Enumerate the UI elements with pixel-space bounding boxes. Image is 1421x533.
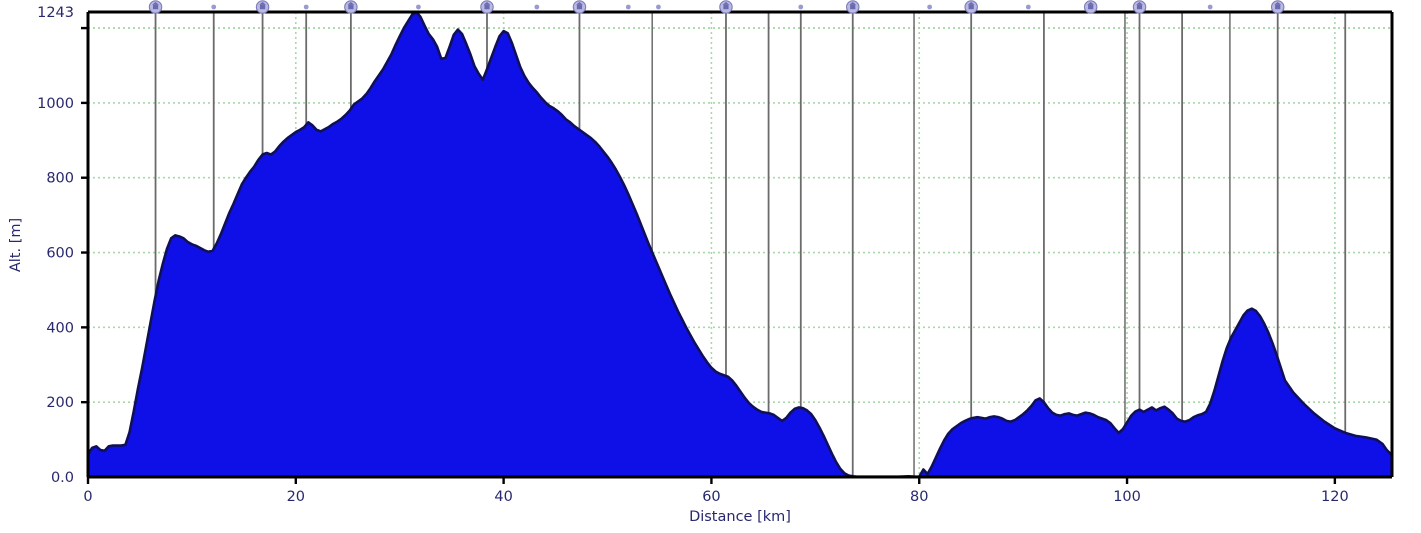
y-tick-label: 1000 <box>37 96 74 112</box>
waypoint-hexagon-icon[interactable] <box>480 0 494 14</box>
waypoint-icon-glyph <box>850 4 856 10</box>
waypoint-icon-glyph <box>576 4 583 10</box>
waypoint-icon-roof <box>1274 2 1282 5</box>
waypoint-dot-icon[interactable] <box>534 4 540 10</box>
waypoint-icon-roof <box>1087 2 1095 5</box>
x-tick-label: 0 <box>83 489 92 505</box>
y-tick-label: 800 <box>46 171 74 187</box>
x-tick-label: 100 <box>1113 489 1141 505</box>
waypoint-icon-glyph <box>259 4 266 10</box>
waypoint-dot-icon[interactable] <box>1207 4 1213 10</box>
x-axis-ticks: 0 20 40 60 80 100 120 <box>83 477 1349 505</box>
y-tick-label: 200 <box>46 395 74 411</box>
waypoint-dot-icon[interactable] <box>211 4 217 10</box>
waypoint-icon-roof <box>849 2 857 5</box>
waypoint-hexagon-icon[interactable] <box>845 0 860 14</box>
waypoint-hexagon-icon[interactable] <box>1083 0 1098 14</box>
waypoint-dot-icon[interactable] <box>625 4 631 10</box>
waypoint-icon-glyph <box>484 4 490 10</box>
waypoint-dot-icon[interactable] <box>303 4 309 10</box>
waypoint-icon-glyph <box>723 4 729 10</box>
waypoint-hexagon-icon[interactable] <box>255 0 270 14</box>
x-tick-label: 120 <box>1321 489 1349 505</box>
y-axis-title: Alt. [m] <box>8 218 24 272</box>
altitude-line <box>86 10 1393 478</box>
y-axis-ticks: 0.0 200 400 600 800 1000 1243 <box>37 5 88 486</box>
y-tick-label: 600 <box>46 246 74 262</box>
waypoint-icon-roof <box>483 2 491 5</box>
waypoint-icon-roof <box>1136 2 1143 5</box>
waypoint-icon-glyph <box>968 4 974 10</box>
x-tick-label: 60 <box>702 489 720 505</box>
waypoint-hexagon-icon[interactable] <box>572 0 587 14</box>
waypoint-hexagon-icon[interactable] <box>964 0 978 14</box>
waypoint-icon-roof <box>967 2 975 5</box>
y-tick-label: 400 <box>46 320 74 336</box>
waypoint-hexagon-icon[interactable] <box>344 0 358 14</box>
waypoint-icon-roof <box>722 2 730 5</box>
waypoint-icon-glyph <box>152 4 159 10</box>
waypoint-icon-glyph <box>1275 4 1281 10</box>
altitude-area-series <box>86 10 1393 478</box>
y-tick-label: 1243 <box>37 5 74 21</box>
x-tick-label: 80 <box>910 489 928 505</box>
axes <box>86 10 1394 479</box>
x-tick-label: 20 <box>287 489 305 505</box>
y-tick-label: 0.0 <box>51 470 74 486</box>
waypoint-icon-glyph <box>1136 4 1143 10</box>
waypoint-hexagon-icon[interactable] <box>1132 0 1147 14</box>
waypoint-dot-icon[interactable] <box>416 4 421 10</box>
waypoint-icon-roof <box>576 2 583 5</box>
waypoint-icon-roof <box>347 2 355 5</box>
waypoint-icon-glyph <box>1088 4 1094 10</box>
waypoint-dot-icon[interactable] <box>798 4 804 10</box>
waypoint-hexagon-icon[interactable] <box>1270 0 1285 14</box>
x-axis-title: Distance [km] <box>689 509 791 525</box>
waypoint-hexagon-icon[interactable] <box>719 0 733 14</box>
waypoint-dot-icon[interactable] <box>656 4 661 10</box>
waypoint-icon-glyph <box>348 4 354 10</box>
altitude-area-fill <box>88 12 1392 477</box>
x-tick-label: 40 <box>494 489 512 505</box>
waypoint-icon-roof <box>259 2 266 5</box>
waypoint-dot-icon[interactable] <box>927 4 933 10</box>
waypoint-icons <box>148 0 1285 14</box>
waypoint-hexagon-icon[interactable] <box>148 0 163 14</box>
waypoint-dot-icon[interactable] <box>1025 4 1031 10</box>
waypoint-icon-roof <box>152 2 159 5</box>
